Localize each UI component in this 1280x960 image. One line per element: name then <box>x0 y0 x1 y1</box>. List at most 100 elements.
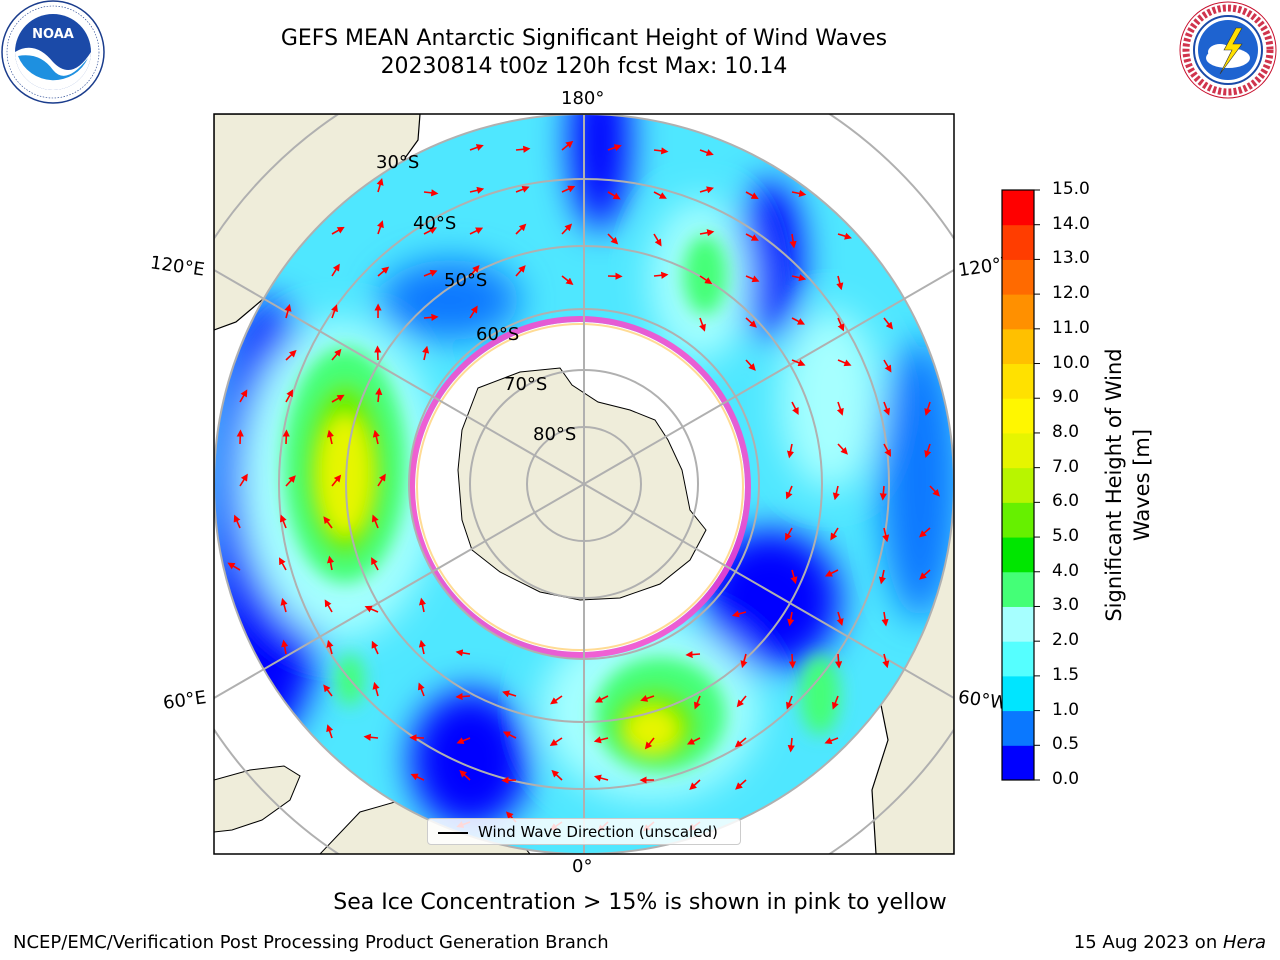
wave-direction-arrow <box>284 303 292 319</box>
colorbar-tick-label: 0.5 <box>1052 734 1080 755</box>
wave-direction-arrow <box>824 737 839 745</box>
wave-direction-arrow <box>377 266 390 277</box>
colorbar-tick-label: 8.0 <box>1052 421 1080 442</box>
wave-direction-arrow <box>653 191 667 199</box>
wave-direction-arrow <box>515 145 531 153</box>
wave-direction-arrow <box>375 387 383 403</box>
colorbar-tick-label: 5.0 <box>1052 526 1080 547</box>
wave-direction-arrow <box>280 597 288 613</box>
wave-direction-arrow <box>745 275 760 283</box>
colorbar-tick-label: 1.5 <box>1052 664 1080 685</box>
lat-label-80s: 80°S <box>533 424 577 445</box>
wave-direction-arrow <box>786 695 793 710</box>
wave-direction-arrow <box>740 653 748 669</box>
wave-direction-arrow <box>371 640 379 655</box>
wave-direction-arrow <box>824 569 839 577</box>
colorbar-tick-label: 11.0 <box>1052 317 1090 338</box>
wave-direction-arrow <box>326 724 334 739</box>
colorbar-swatch <box>1002 259 1034 295</box>
wave-direction-arrow <box>836 275 844 291</box>
colorbar-swatch <box>1002 467 1034 503</box>
host-name: Hera <box>1222 932 1266 953</box>
wave-direction-arrow <box>239 473 248 487</box>
wave-direction-arrow <box>323 516 333 529</box>
wave-direction-arrow <box>653 147 669 155</box>
wave-direction-arrow <box>372 681 380 697</box>
wave-direction-arrow <box>455 692 471 701</box>
wave-direction-arrow <box>832 485 840 501</box>
wave-direction-arrow <box>785 485 793 500</box>
wave-direction-arrow <box>285 389 294 403</box>
wave-direction-arrow <box>594 695 609 703</box>
wave-direction-arrow <box>331 304 338 319</box>
wave-direction-arrow <box>653 271 669 279</box>
wave-direction-arrow <box>331 226 345 235</box>
wave-direction-arrow <box>882 527 890 543</box>
wave-direction-arrow <box>699 229 715 237</box>
wave-direction-arrow <box>607 233 619 245</box>
wave-direction-arrow <box>791 189 807 197</box>
wave-direction-arrow <box>786 443 795 459</box>
wave-direction-arrow <box>790 569 798 585</box>
legend-line-swatch <box>438 832 468 834</box>
wave-direction-arrow <box>561 223 573 235</box>
wave-direction-arrow <box>418 639 426 655</box>
wave-direction-arrow <box>787 611 795 627</box>
lat-label-30s: 30°S <box>376 152 420 173</box>
wave-direction-arrow <box>372 429 380 445</box>
colorbar-frame <box>1001 189 1035 781</box>
wave-direction-arrow <box>515 185 530 193</box>
wave-direction-arrow <box>550 695 563 705</box>
wave-direction-arrow <box>835 653 843 669</box>
wave-direction-arrow <box>791 274 807 282</box>
wave-direction-arrow <box>736 695 747 708</box>
colorbar-swatch <box>1002 641 1034 677</box>
lat-label-70s: 70°S <box>504 374 548 395</box>
wave-direction-arrow <box>331 394 345 403</box>
wave-direction-arrow <box>239 389 248 403</box>
colorbar-swatch <box>1002 606 1034 642</box>
wave-direction-arrow <box>278 557 287 571</box>
wave-direction-arrow <box>731 610 747 618</box>
wave-direction-arrow <box>791 359 806 367</box>
wave-direction-arrow <box>788 653 796 669</box>
wave-direction-arrow <box>469 144 484 151</box>
wave-direction-arrow <box>789 233 797 249</box>
colorbar <box>1001 189 1040 781</box>
colorbar-tick-label: 1.0 <box>1052 699 1080 720</box>
colorbar-swatch <box>1002 537 1034 573</box>
wave-direction-arrow <box>227 562 241 571</box>
wave-direction-arrow <box>331 263 340 277</box>
wave-direction-arrow <box>699 149 714 156</box>
wave-direction-arrow <box>469 305 478 319</box>
wave-direction-arrow <box>376 177 384 193</box>
wave-direction-arrow <box>919 569 931 580</box>
wave-direction-arrow <box>836 401 844 416</box>
wave-direction-arrow <box>924 401 932 416</box>
colorbar-tick-label: 4.0 <box>1052 560 1080 581</box>
wave-direction-arrow <box>469 264 480 277</box>
wave-direction-arrow <box>699 186 714 194</box>
wave-direction-arrow <box>422 345 430 361</box>
colorbar-tick-label: 7.0 <box>1052 456 1080 477</box>
colorbar-swatch <box>1002 710 1034 746</box>
wave-direction-arrow <box>423 313 439 321</box>
legend-label: Wind Wave Direction (unscaled) <box>478 823 718 841</box>
wave-direction-arrow <box>837 359 852 367</box>
wave-direction-arrow <box>326 639 334 655</box>
wave-direction-arrow <box>423 269 438 277</box>
wave-direction-arrow <box>561 185 576 193</box>
wave-direction-arrow <box>410 773 425 781</box>
wave-direction-arrow <box>831 695 839 710</box>
credit-text: NCEP/EMC/Verification Post Processing Pr… <box>13 932 609 953</box>
colorbar-tick-label: 0.0 <box>1052 769 1080 789</box>
date-text: 15 Aug 2023 on <box>1073 932 1223 953</box>
wave-direction-arrow <box>423 189 439 197</box>
wave-direction-arrow <box>561 275 574 286</box>
colorbar-swatch <box>1002 398 1034 434</box>
wave-direction-arrow <box>878 569 886 585</box>
wave-direction-arrow <box>735 779 747 790</box>
wave-direction-arrow <box>693 695 701 710</box>
lat-label-50s: 50°S <box>444 270 488 291</box>
wave-direction-arrow <box>644 737 655 750</box>
